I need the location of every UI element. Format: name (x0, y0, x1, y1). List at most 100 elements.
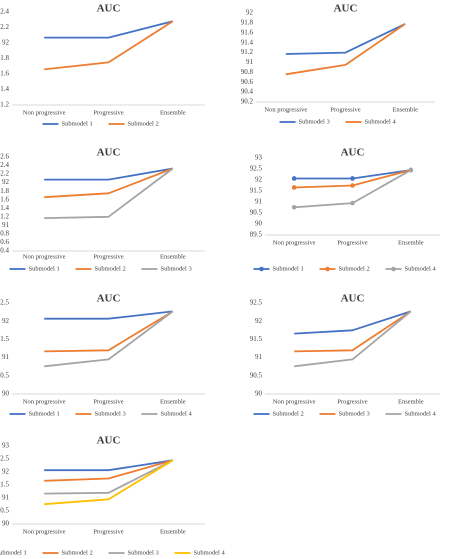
y-tick-label: 92 (255, 176, 263, 184)
legend: Submodel 1 Submodel 3 Submodel 4 (9, 410, 193, 417)
x-tick-label: Ensemble (398, 239, 424, 246)
y-tick-label: 90.5 (0, 507, 10, 515)
legend-marker (325, 266, 330, 272)
legend-label: Submodel 2 (339, 265, 370, 272)
y-tick-label: 92.2 (0, 23, 10, 31)
chart-title: AUC (334, 3, 358, 15)
legend: Submodel 2 Submodel 3 Submodel 4 (253, 410, 436, 417)
legend-label: Submodel 2 (95, 265, 126, 272)
legend-label: Submodel 4 (194, 549, 226, 556)
y-tick-label: 90.6 (0, 238, 10, 246)
data-point (408, 167, 414, 173)
x-tick-label: Progressive (330, 106, 360, 113)
chart-6: AUC 90 90.5 91 91.5 92 92.5 Non progressive Prog… (250, 293, 440, 417)
legend-label: Submodel 1 (29, 410, 60, 417)
chart-title: AUC (97, 3, 121, 15)
y-tick-label: 92 (2, 317, 10, 325)
legend-label: Submodel 1 (29, 265, 60, 272)
y-tick-label: 92.4 (0, 161, 10, 169)
x-tick-label: Progressive (337, 239, 367, 246)
y-tick-label: 91.4 (0, 85, 10, 93)
legend-label: Submodel 4 (365, 118, 397, 125)
legend: Submodel 1 Submodel 2 Submodel 3 Submodel 4 (0, 549, 225, 556)
legend-label: Submodel 3 (339, 410, 370, 417)
data-point (291, 185, 297, 190)
y-tick-label: 93 (2, 442, 10, 450)
x-tick-label: Ensemble (160, 253, 186, 260)
series-line (44, 310, 173, 320)
chart-title: AUC (97, 147, 121, 159)
series-line (285, 23, 406, 55)
chart-1: AUC 91.2 91.4 91.6 91.8 92 92.2 92.4 Non progres… (0, 3, 205, 127)
y-tick-label: 91.8 (0, 187, 10, 195)
x-tick-label: Ensemble (392, 106, 418, 113)
y-tick-label: 90 (2, 390, 10, 398)
chart-4: AUC 89.5 90 90.5 91 91.5 92 92.5 93 Non progressi… (250, 147, 440, 272)
chart-title: AUC (341, 293, 365, 305)
y-tick-label: 91.8 (0, 54, 10, 62)
y-tick-label: 91 (2, 221, 10, 229)
series-line (44, 20, 174, 39)
x-tick-label: Progressive (93, 109, 123, 116)
y-tick-label: 91.6 (241, 28, 254, 36)
y-tick-label: 90 (255, 220, 263, 228)
y-tick-label: 92.5 (250, 165, 263, 173)
y-tick-label: 91.2 (241, 48, 254, 56)
x-tick-label: Non progressive (264, 106, 307, 113)
y-tick-label: 90.6 (241, 78, 254, 86)
legend-label: Submodel 1 (62, 120, 93, 127)
y-tick-label: 90.8 (241, 68, 254, 76)
legend-label: Submodel 2 (128, 120, 159, 127)
y-tick-label: 90 (255, 390, 263, 398)
legend-label: Submodel 1 (273, 265, 304, 272)
x-tick-label: Ensemble (398, 398, 424, 405)
series-line (44, 459, 174, 506)
y-tick-label: 91 (2, 353, 10, 361)
y-tick-label: 92.6 (0, 153, 10, 161)
y-tick-label: 93 (255, 154, 263, 162)
chart-3: AUC90.490.690.89191.291.491.691.89292.29… (0, 147, 205, 272)
y-tick-label: 90.5 (250, 209, 263, 217)
y-tick-label: 90 (2, 520, 10, 528)
chart-title: AUC (341, 147, 365, 159)
y-tick-label: 91.4 (241, 38, 254, 46)
x-tick-label: Progressive (337, 398, 367, 405)
series-line (285, 23, 406, 76)
series-line (44, 20, 174, 71)
legend-label: Submodel 3 (161, 265, 192, 272)
y-tick-label: 91.4 (0, 204, 10, 212)
y-tick-label: 91.2 (0, 101, 10, 109)
chart-title: AUC (97, 293, 121, 305)
legend: Submodel 1 Submodel 2 Submodel 3 (9, 265, 192, 272)
x-tick-label: Non progressive (23, 528, 66, 535)
series-line (44, 459, 174, 495)
y-tick-label: 91 (255, 353, 263, 361)
legend-label: Submodel 4 (405, 265, 437, 272)
y-tick-label: 91.6 (0, 195, 10, 203)
x-tick-label: Ensemble (160, 398, 186, 405)
legend-label: Submodel 3 (128, 549, 159, 556)
data-point (350, 183, 355, 188)
data-point (291, 204, 297, 210)
x-tick-label: Non progressive (273, 239, 316, 246)
y-tick-label: 89.5 (250, 231, 263, 239)
y-tick-label: 91.5 (250, 335, 263, 343)
x-tick-label: Non progressive (23, 398, 66, 405)
y-tick-label: 91.5 (0, 335, 10, 343)
legend-label: Submodel 4 (161, 410, 193, 417)
y-tick-label: 92 (246, 9, 254, 17)
x-tick-label: Non progressive (23, 253, 66, 260)
y-tick-label: 91 (2, 494, 10, 502)
chart-title: AUC (97, 435, 121, 447)
y-tick-label: 91.5 (250, 187, 263, 195)
x-tick-label: Progressive (93, 528, 123, 535)
series-line (44, 459, 173, 472)
legend: Submodel 1 Submodel 2 Submodel 4 (253, 265, 437, 272)
legend: Submodel 1 Submodel 2 (42, 120, 159, 127)
y-tick-label: 92.2 (0, 170, 10, 178)
y-tick-label: 92 (2, 178, 10, 186)
y-tick-label: 91 (255, 198, 263, 206)
y-tick-label: 92.5 (0, 299, 10, 307)
y-tick-label: 91.6 (0, 70, 10, 78)
